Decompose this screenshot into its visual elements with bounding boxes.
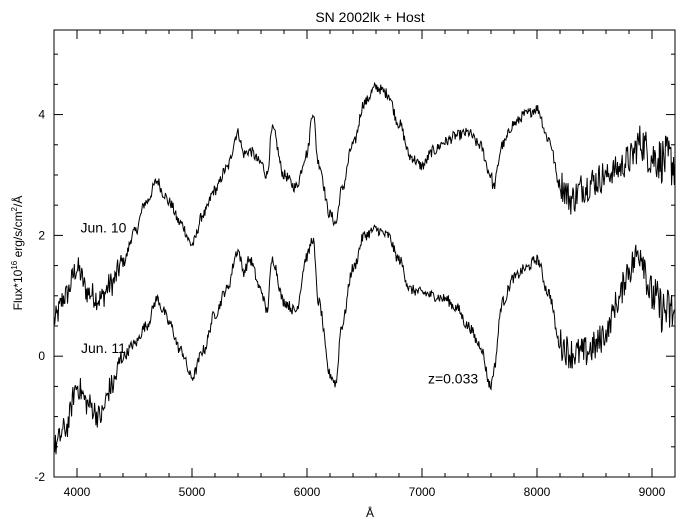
x-tick-label-4000: 4000	[64, 485, 91, 499]
y-axis-label: Flux*1016 erg/s/cm2/Å	[10, 196, 25, 311]
y-axis-label-part-1: Flux*10	[11, 269, 25, 310]
y-tick-label--2: -2	[34, 470, 45, 484]
series-line-1	[53, 81, 676, 325]
spectrum-label-jun11: Jun. 11	[81, 340, 126, 356]
x-axis-ticks: 4000 5000 6000 7000 8000 9000	[53, 30, 676, 499]
series-line-2	[53, 224, 676, 455]
y-tick-label-0: 0	[38, 349, 45, 363]
spectrum-label-jun10: Jun. 10	[80, 219, 126, 235]
y-axis-label-exponent-2: 2	[10, 206, 19, 211]
y-tick-label-4: 4	[38, 108, 45, 122]
plot-frame	[53, 29, 676, 478]
y-axis-label-part-2: erg/s/cm	[11, 211, 25, 260]
x-tick-label-7000: 7000	[409, 485, 436, 499]
x-tick-label-8000: 8000	[524, 485, 551, 499]
redshift-annotation: z=0.033	[428, 370, 478, 386]
x-tick-label-6000: 6000	[294, 485, 321, 499]
y-axis-ticks: -2 0 2 4	[34, 53, 675, 484]
y-tick-label-2: 2	[38, 228, 45, 242]
x-axis-label: Å	[366, 505, 374, 520]
chart-title: SN 2002lk + Host	[315, 9, 424, 25]
x-tick-label-5000: 5000	[179, 485, 206, 499]
spectra-series	[53, 81, 676, 455]
y-axis-label-part-3: /Å	[10, 196, 25, 207]
y-axis-label-exponent-1: 16	[10, 260, 19, 269]
x-tick-label-9000: 9000	[639, 485, 666, 499]
